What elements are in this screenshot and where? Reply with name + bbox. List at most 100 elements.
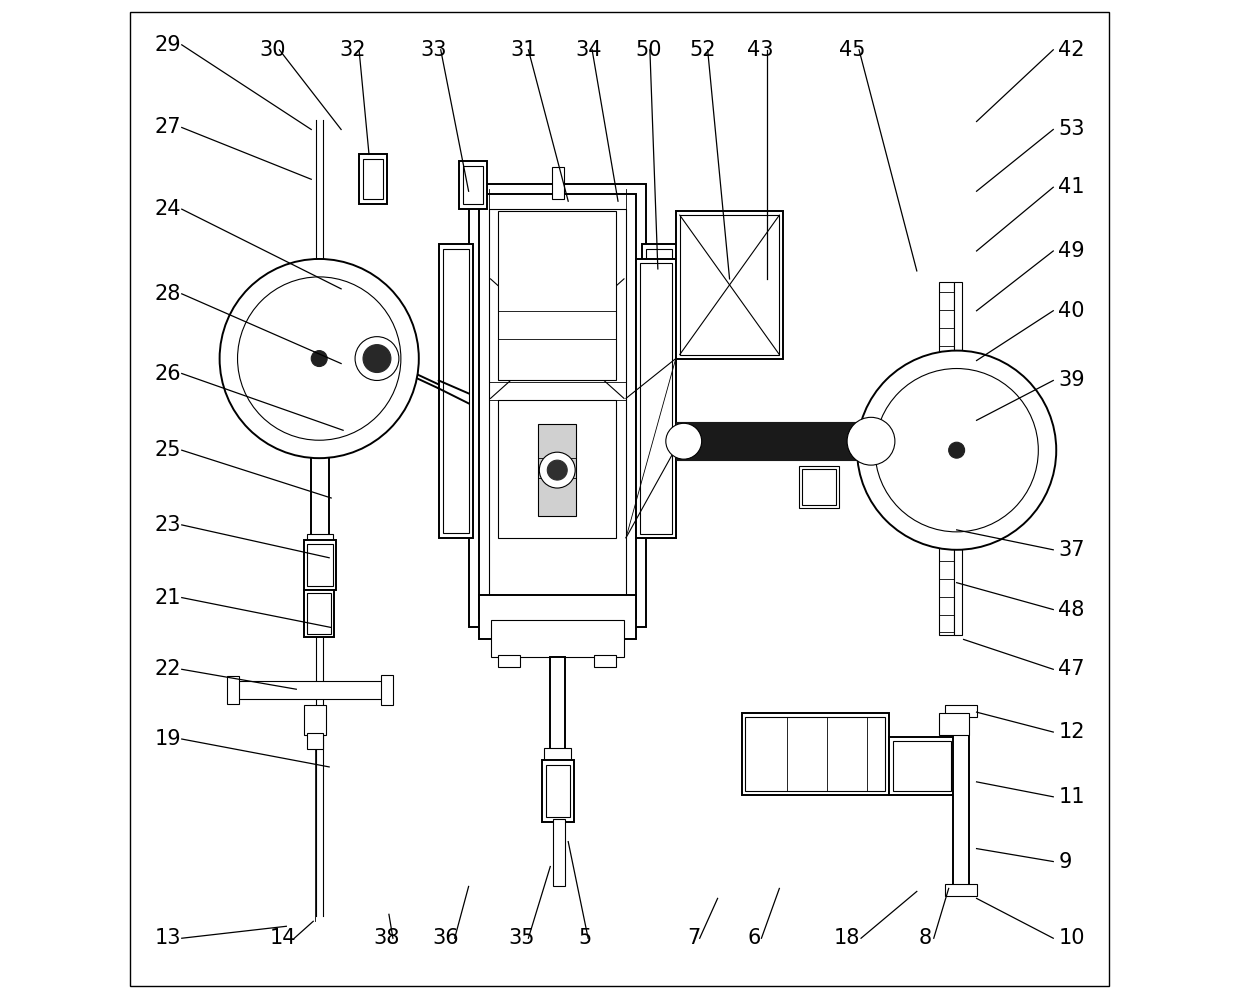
Circle shape xyxy=(875,369,1038,532)
Bar xyxy=(542,760,574,822)
Text: 19: 19 xyxy=(155,729,181,749)
Bar xyxy=(889,737,955,795)
Text: 6: 6 xyxy=(748,928,761,948)
Bar xyxy=(443,249,469,533)
Circle shape xyxy=(666,423,702,459)
Bar xyxy=(873,422,941,478)
Text: 10: 10 xyxy=(1058,928,1085,948)
Bar xyxy=(308,534,334,542)
Bar xyxy=(552,167,564,199)
Bar xyxy=(952,714,968,888)
Text: 50: 50 xyxy=(635,40,661,60)
Circle shape xyxy=(219,259,419,458)
Circle shape xyxy=(547,460,567,480)
Bar xyxy=(479,595,636,639)
Text: 48: 48 xyxy=(1058,600,1085,620)
Bar xyxy=(676,211,784,359)
Text: 21: 21 xyxy=(155,588,181,608)
Text: 26: 26 xyxy=(155,364,181,383)
Circle shape xyxy=(363,345,391,373)
Bar xyxy=(877,426,936,474)
Bar xyxy=(547,765,570,817)
Bar xyxy=(800,466,839,508)
Bar xyxy=(544,748,572,762)
Text: 22: 22 xyxy=(155,659,181,679)
Bar xyxy=(491,620,624,657)
Bar xyxy=(227,676,238,704)
Bar xyxy=(308,544,334,586)
Bar xyxy=(636,259,676,538)
Text: 52: 52 xyxy=(689,40,717,60)
Bar xyxy=(594,655,616,667)
Circle shape xyxy=(949,442,965,458)
Text: 28: 28 xyxy=(155,284,181,304)
Circle shape xyxy=(238,277,401,440)
Bar xyxy=(551,657,565,752)
Circle shape xyxy=(539,452,575,488)
Text: 40: 40 xyxy=(1058,301,1085,321)
Bar xyxy=(945,884,977,896)
Bar xyxy=(308,428,334,436)
Bar xyxy=(304,705,326,735)
Bar xyxy=(538,424,577,516)
Text: 24: 24 xyxy=(155,199,181,219)
Text: 13: 13 xyxy=(155,928,181,948)
Circle shape xyxy=(857,351,1056,550)
Bar xyxy=(498,400,616,538)
Bar xyxy=(316,378,351,430)
Text: 34: 34 xyxy=(575,40,601,60)
Text: 47: 47 xyxy=(1058,659,1085,679)
Text: 38: 38 xyxy=(373,928,399,948)
Text: 7: 7 xyxy=(688,928,701,948)
Text: 33: 33 xyxy=(420,40,448,60)
Text: 12: 12 xyxy=(1058,722,1085,742)
Text: 42: 42 xyxy=(1058,40,1085,60)
Bar xyxy=(319,339,379,378)
Bar xyxy=(893,741,951,791)
Bar xyxy=(304,540,336,590)
Bar xyxy=(745,717,885,791)
Text: 37: 37 xyxy=(1058,540,1085,560)
Circle shape xyxy=(847,417,895,465)
Bar xyxy=(489,209,626,608)
Bar xyxy=(676,422,870,460)
Bar xyxy=(939,713,968,735)
Bar xyxy=(742,713,889,795)
Bar xyxy=(945,705,977,717)
Bar xyxy=(469,184,646,627)
Text: 35: 35 xyxy=(508,928,534,948)
Bar xyxy=(939,282,954,635)
Text: 45: 45 xyxy=(839,40,866,60)
Bar xyxy=(646,249,672,533)
Bar xyxy=(321,341,377,376)
Text: 30: 30 xyxy=(259,40,286,60)
Text: 53: 53 xyxy=(1058,120,1085,139)
Bar xyxy=(308,593,331,634)
Text: 36: 36 xyxy=(433,928,459,948)
Text: 29: 29 xyxy=(155,35,181,55)
Bar xyxy=(308,733,324,749)
Text: 5: 5 xyxy=(578,928,591,948)
Bar xyxy=(954,282,962,635)
Bar xyxy=(459,161,486,209)
Bar xyxy=(498,211,616,380)
Text: 32: 32 xyxy=(339,40,366,60)
Text: 31: 31 xyxy=(511,40,537,60)
Text: 8: 8 xyxy=(919,928,932,948)
Bar xyxy=(802,469,836,505)
Text: 39: 39 xyxy=(1058,371,1085,390)
Bar xyxy=(941,476,962,538)
Text: 11: 11 xyxy=(1058,787,1085,807)
Text: 41: 41 xyxy=(1058,177,1085,197)
Bar xyxy=(479,194,636,618)
Text: 49: 49 xyxy=(1058,241,1085,261)
Text: 14: 14 xyxy=(269,928,296,948)
Bar xyxy=(229,681,387,699)
Bar xyxy=(642,244,676,538)
Bar xyxy=(311,430,329,538)
Bar xyxy=(439,244,472,538)
Bar xyxy=(304,590,334,637)
Bar xyxy=(360,154,387,204)
Text: 23: 23 xyxy=(155,515,181,535)
Bar xyxy=(640,263,672,534)
